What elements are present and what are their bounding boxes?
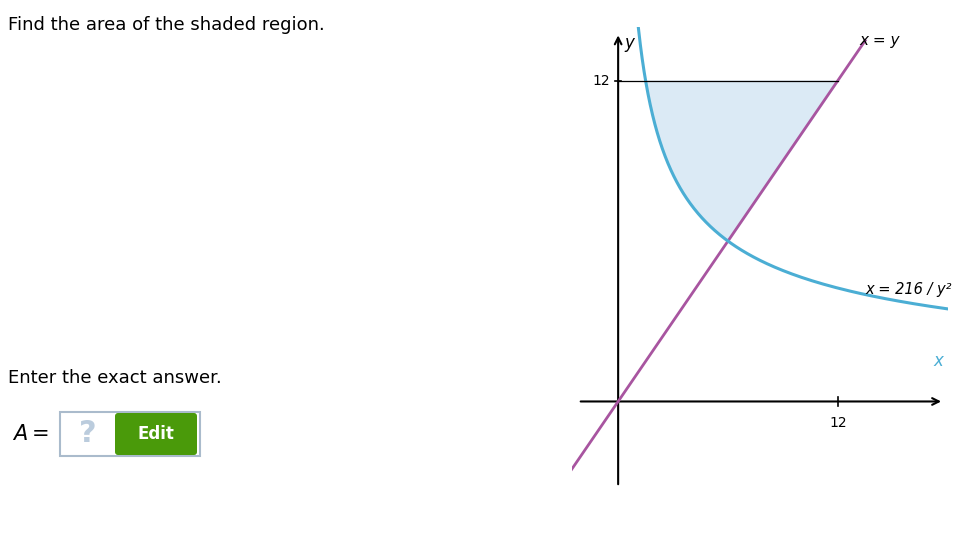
FancyBboxPatch shape	[115, 413, 197, 455]
Text: $A =$: $A =$	[12, 424, 49, 444]
Text: x: x	[932, 353, 943, 370]
Text: 12: 12	[828, 416, 846, 430]
Text: 12: 12	[592, 73, 609, 88]
FancyBboxPatch shape	[60, 412, 200, 456]
Text: x = 216 / y²: x = 216 / y²	[864, 282, 950, 296]
Text: y: y	[624, 34, 633, 52]
Text: Enter the exact answer.: Enter the exact answer.	[8, 369, 222, 387]
Text: ?: ?	[79, 419, 97, 448]
Text: x = y: x = y	[859, 33, 899, 47]
Text: Edit: Edit	[137, 425, 174, 443]
Text: Find the area of the shaded region.: Find the area of the shaded region.	[8, 16, 325, 34]
